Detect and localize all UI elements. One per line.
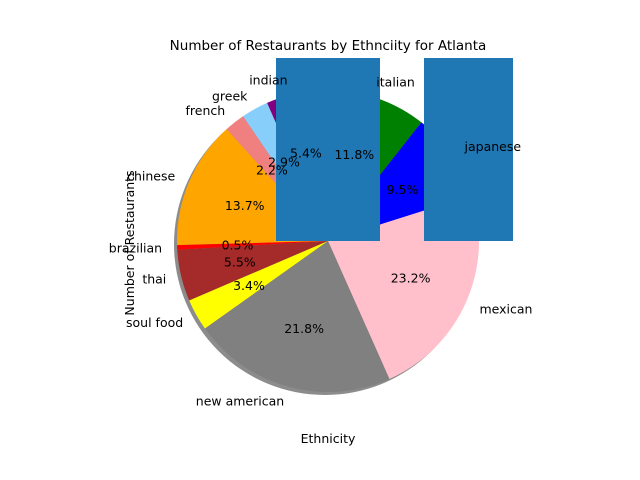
pie-label-new-american: new american [196,394,284,409]
pie-percent-labels: 23.2% 9.5% 11.8% 5.4%2.9%2.2% 13.7% 0.5% 5.5% 3… [222,146,431,336]
pie-label-mexican: mexican [480,302,533,317]
chart-title: Number of Restaurants by Ethnciity for A… [170,38,487,54]
pie-label-brazilian: brazilian [109,241,162,256]
overlay-bar-2 [424,58,513,241]
pie-percent-thai: 5.5% [224,254,256,269]
pie-percent-brazilian: 0.5% [222,237,254,252]
overlay-bar-1 [276,58,380,241]
pie-label-italian: italian [376,75,415,90]
pie-slice-soul-food [189,241,328,329]
pie-label-chinese: chinese [127,168,175,183]
pie-label-french: french [186,103,226,118]
pie-label-thai: thai [142,272,166,287]
pie-label-soul-food: soul food [126,315,183,330]
pie-label-greek: greek [212,88,248,103]
x-axis-label: Ethnicity [301,431,356,446]
pie-label-japanese: japanese [464,139,522,154]
pie-slice-brazilian [177,241,328,250]
y-axis-label: Number of Restaurants [122,170,137,315]
pie-slice-new-american [204,241,390,393]
pie-label-indian: indian [249,72,287,87]
pie-percent-chinese: 13.7% [225,198,265,213]
pie-percent-japanese: 9.5% [387,182,419,197]
pie-percent-new-american: 21.8% [284,321,324,336]
pie-slice-thai [177,241,328,301]
pie-percent-soul-food: 3.4% [233,278,265,293]
pie-percent-mexican: 23.2% [391,271,431,286]
pie-slice-mexican [328,195,480,379]
pie-percent-french: 2.2% [256,162,288,177]
overlay-bars [276,58,513,241]
pie-percent-italian: 11.8% [334,147,374,162]
pie-percent-indian: 5.4% [290,146,322,161]
pie-percent-greek: 2.9% [268,154,300,169]
